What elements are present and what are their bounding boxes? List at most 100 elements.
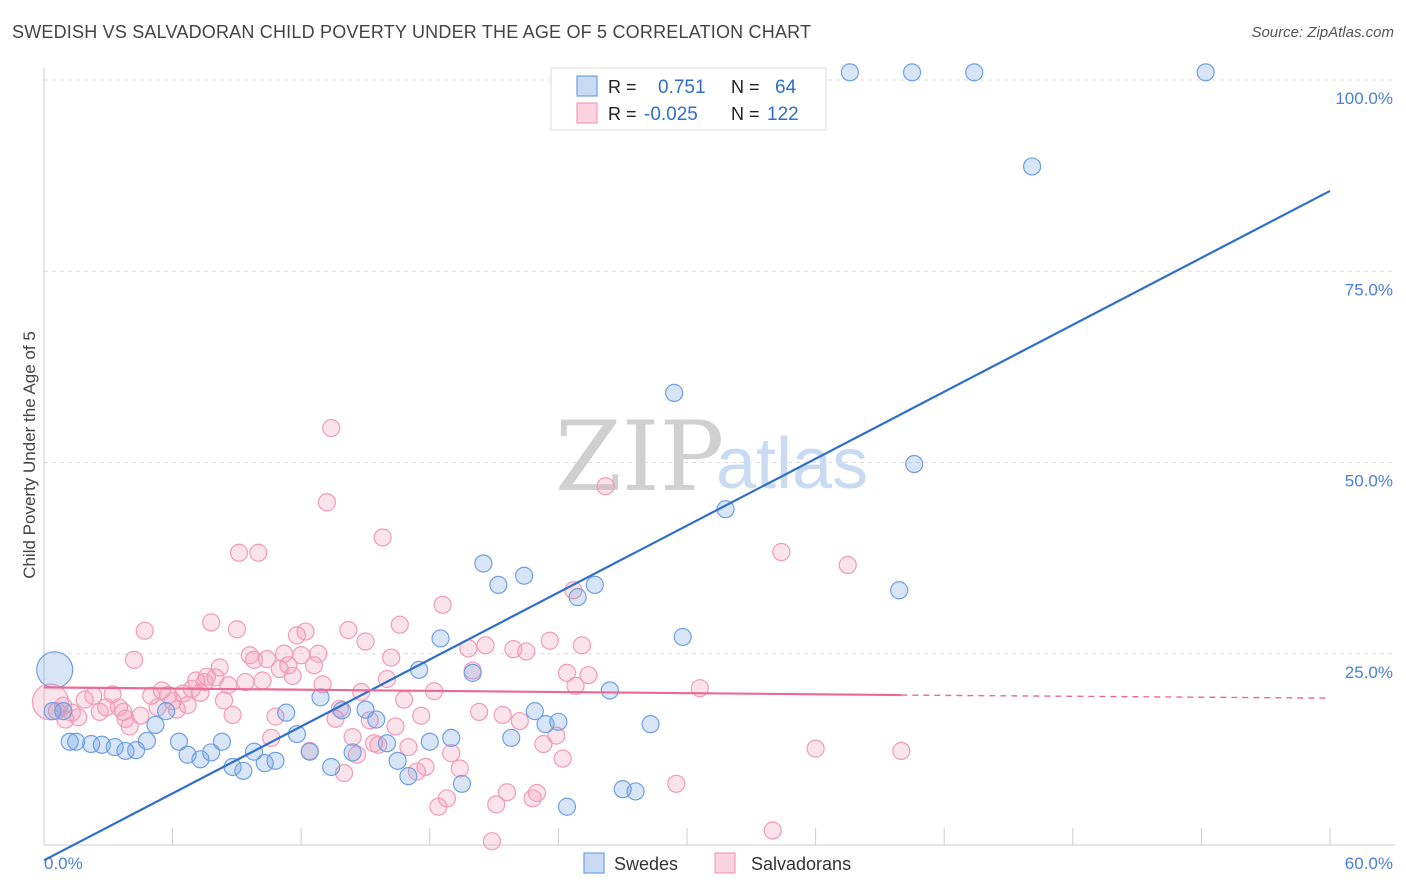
swedes-point (673, 627, 692, 647)
watermark-atlas: atlas (716, 424, 868, 504)
swedes-point (67, 732, 86, 751)
swedes-point (169, 732, 189, 751)
legend-label-salvadorans: Salvadorans (751, 854, 851, 874)
swedes-stat-swatch (576, 75, 598, 97)
salvadorans-point (178, 695, 197, 715)
salvadorans-point (296, 622, 315, 641)
salvadorans-point (763, 821, 782, 840)
swedes-point (1196, 63, 1215, 82)
salvadorans-point (433, 595, 452, 614)
salvadorans-r-value: -0.025 (644, 104, 698, 125)
swedes-point (1022, 157, 1042, 176)
salvadorans-point (120, 717, 139, 736)
salvadorans-point (322, 418, 341, 438)
swedes-point (420, 732, 439, 751)
swedes-point (549, 712, 568, 731)
swedes-point (105, 737, 124, 757)
salvadorans-point (412, 706, 431, 725)
salvadorans-point (339, 620, 358, 640)
salvadorans-point (667, 774, 686, 793)
salvadorans-point (223, 705, 242, 725)
grid-lines (44, 79, 1395, 655)
swedes-point (600, 681, 619, 700)
swedes-point (377, 734, 397, 753)
salvadorans-point (416, 757, 435, 777)
salvadorans-point (124, 650, 144, 669)
swedes-point (665, 383, 684, 402)
y-tick-label: 50.0% (1345, 472, 1393, 491)
swedes-point (965, 63, 984, 82)
swedes-point (311, 688, 330, 707)
legend-swatch-salvadorans (714, 852, 736, 874)
x-tick-label-max: 60.0% (1345, 854, 1393, 873)
salvadorans-point (553, 749, 572, 768)
salvadorans-point (135, 621, 154, 640)
swedes-n-value: 64 (775, 77, 797, 98)
y-tick-label: 25.0% (1345, 663, 1393, 682)
y-tick-label: 75.0% (1345, 280, 1393, 299)
swedes-point (266, 751, 285, 770)
salvadorans-point (399, 737, 418, 757)
swedes-point (568, 588, 587, 607)
swedes-point (905, 454, 924, 474)
salvadorans-point (283, 666, 302, 686)
swedes-point (54, 702, 73, 721)
salvadorans-point (279, 656, 298, 675)
salvadorans-stat-swatch (576, 102, 598, 124)
salvadorans-point (497, 783, 517, 802)
salvadorans-trend-extension (901, 694, 1331, 699)
swedes-point (442, 728, 461, 748)
swedes-point (626, 782, 645, 801)
salvadorans-point (579, 666, 598, 685)
salvadorans-point (572, 636, 592, 655)
salvadorans-point (407, 762, 427, 781)
swedes-point (641, 715, 660, 734)
swedes-point (60, 732, 79, 751)
salvadorans-n-label: N = (731, 104, 760, 124)
salvadorans-point (806, 739, 825, 758)
swedes-point (300, 742, 319, 761)
swedes-r-label: R = (608, 77, 637, 97)
salvadorans-point (317, 493, 337, 512)
swedes-point (343, 743, 362, 762)
swedes-point (43, 702, 62, 721)
salvadorans-point (253, 671, 272, 690)
swedes-point (277, 703, 296, 722)
salvadorans-point (309, 644, 328, 663)
salvadorans-point (287, 626, 307, 645)
salvadorans-point (229, 543, 249, 562)
salvadorans-point (75, 690, 94, 709)
swedes-point (36, 651, 74, 689)
salvadorans-point (596, 477, 615, 496)
salvadorans-n-value: 122 (767, 104, 799, 125)
watermark: ZIP atlas (555, 401, 868, 513)
salvadorans-point (152, 681, 171, 700)
watermark-zip: ZIP (555, 401, 724, 513)
swedes-point (525, 702, 544, 721)
salvadorans-r-label: R = (608, 104, 637, 124)
salvadorans-point (266, 707, 285, 726)
swedes-point (585, 575, 604, 595)
salvadorans-point (373, 528, 392, 547)
salvadorans-point (382, 648, 401, 667)
salvadorans-point (236, 672, 255, 692)
swedes-point (157, 702, 176, 721)
swedes-point (502, 728, 521, 748)
swedes-point (840, 63, 859, 82)
salvadorans-point (442, 744, 461, 763)
swedes-point (191, 750, 210, 769)
swedes-point (322, 757, 341, 777)
legend-swatch-swedes (583, 852, 605, 874)
swedes-point (255, 754, 274, 773)
salvadorans-point (527, 783, 547, 803)
salvadorans-point (257, 650, 277, 669)
salvadorans-point (437, 789, 457, 808)
swedes-point (452, 774, 472, 793)
salvadorans-point (476, 636, 495, 655)
salvadorans-point (892, 741, 911, 761)
legend-label-swedes: Swedes (614, 854, 678, 874)
salvadorans-point (210, 658, 229, 677)
series-legend: Swedes Salvadorans (583, 852, 851, 874)
salvadorans-point (772, 542, 791, 562)
